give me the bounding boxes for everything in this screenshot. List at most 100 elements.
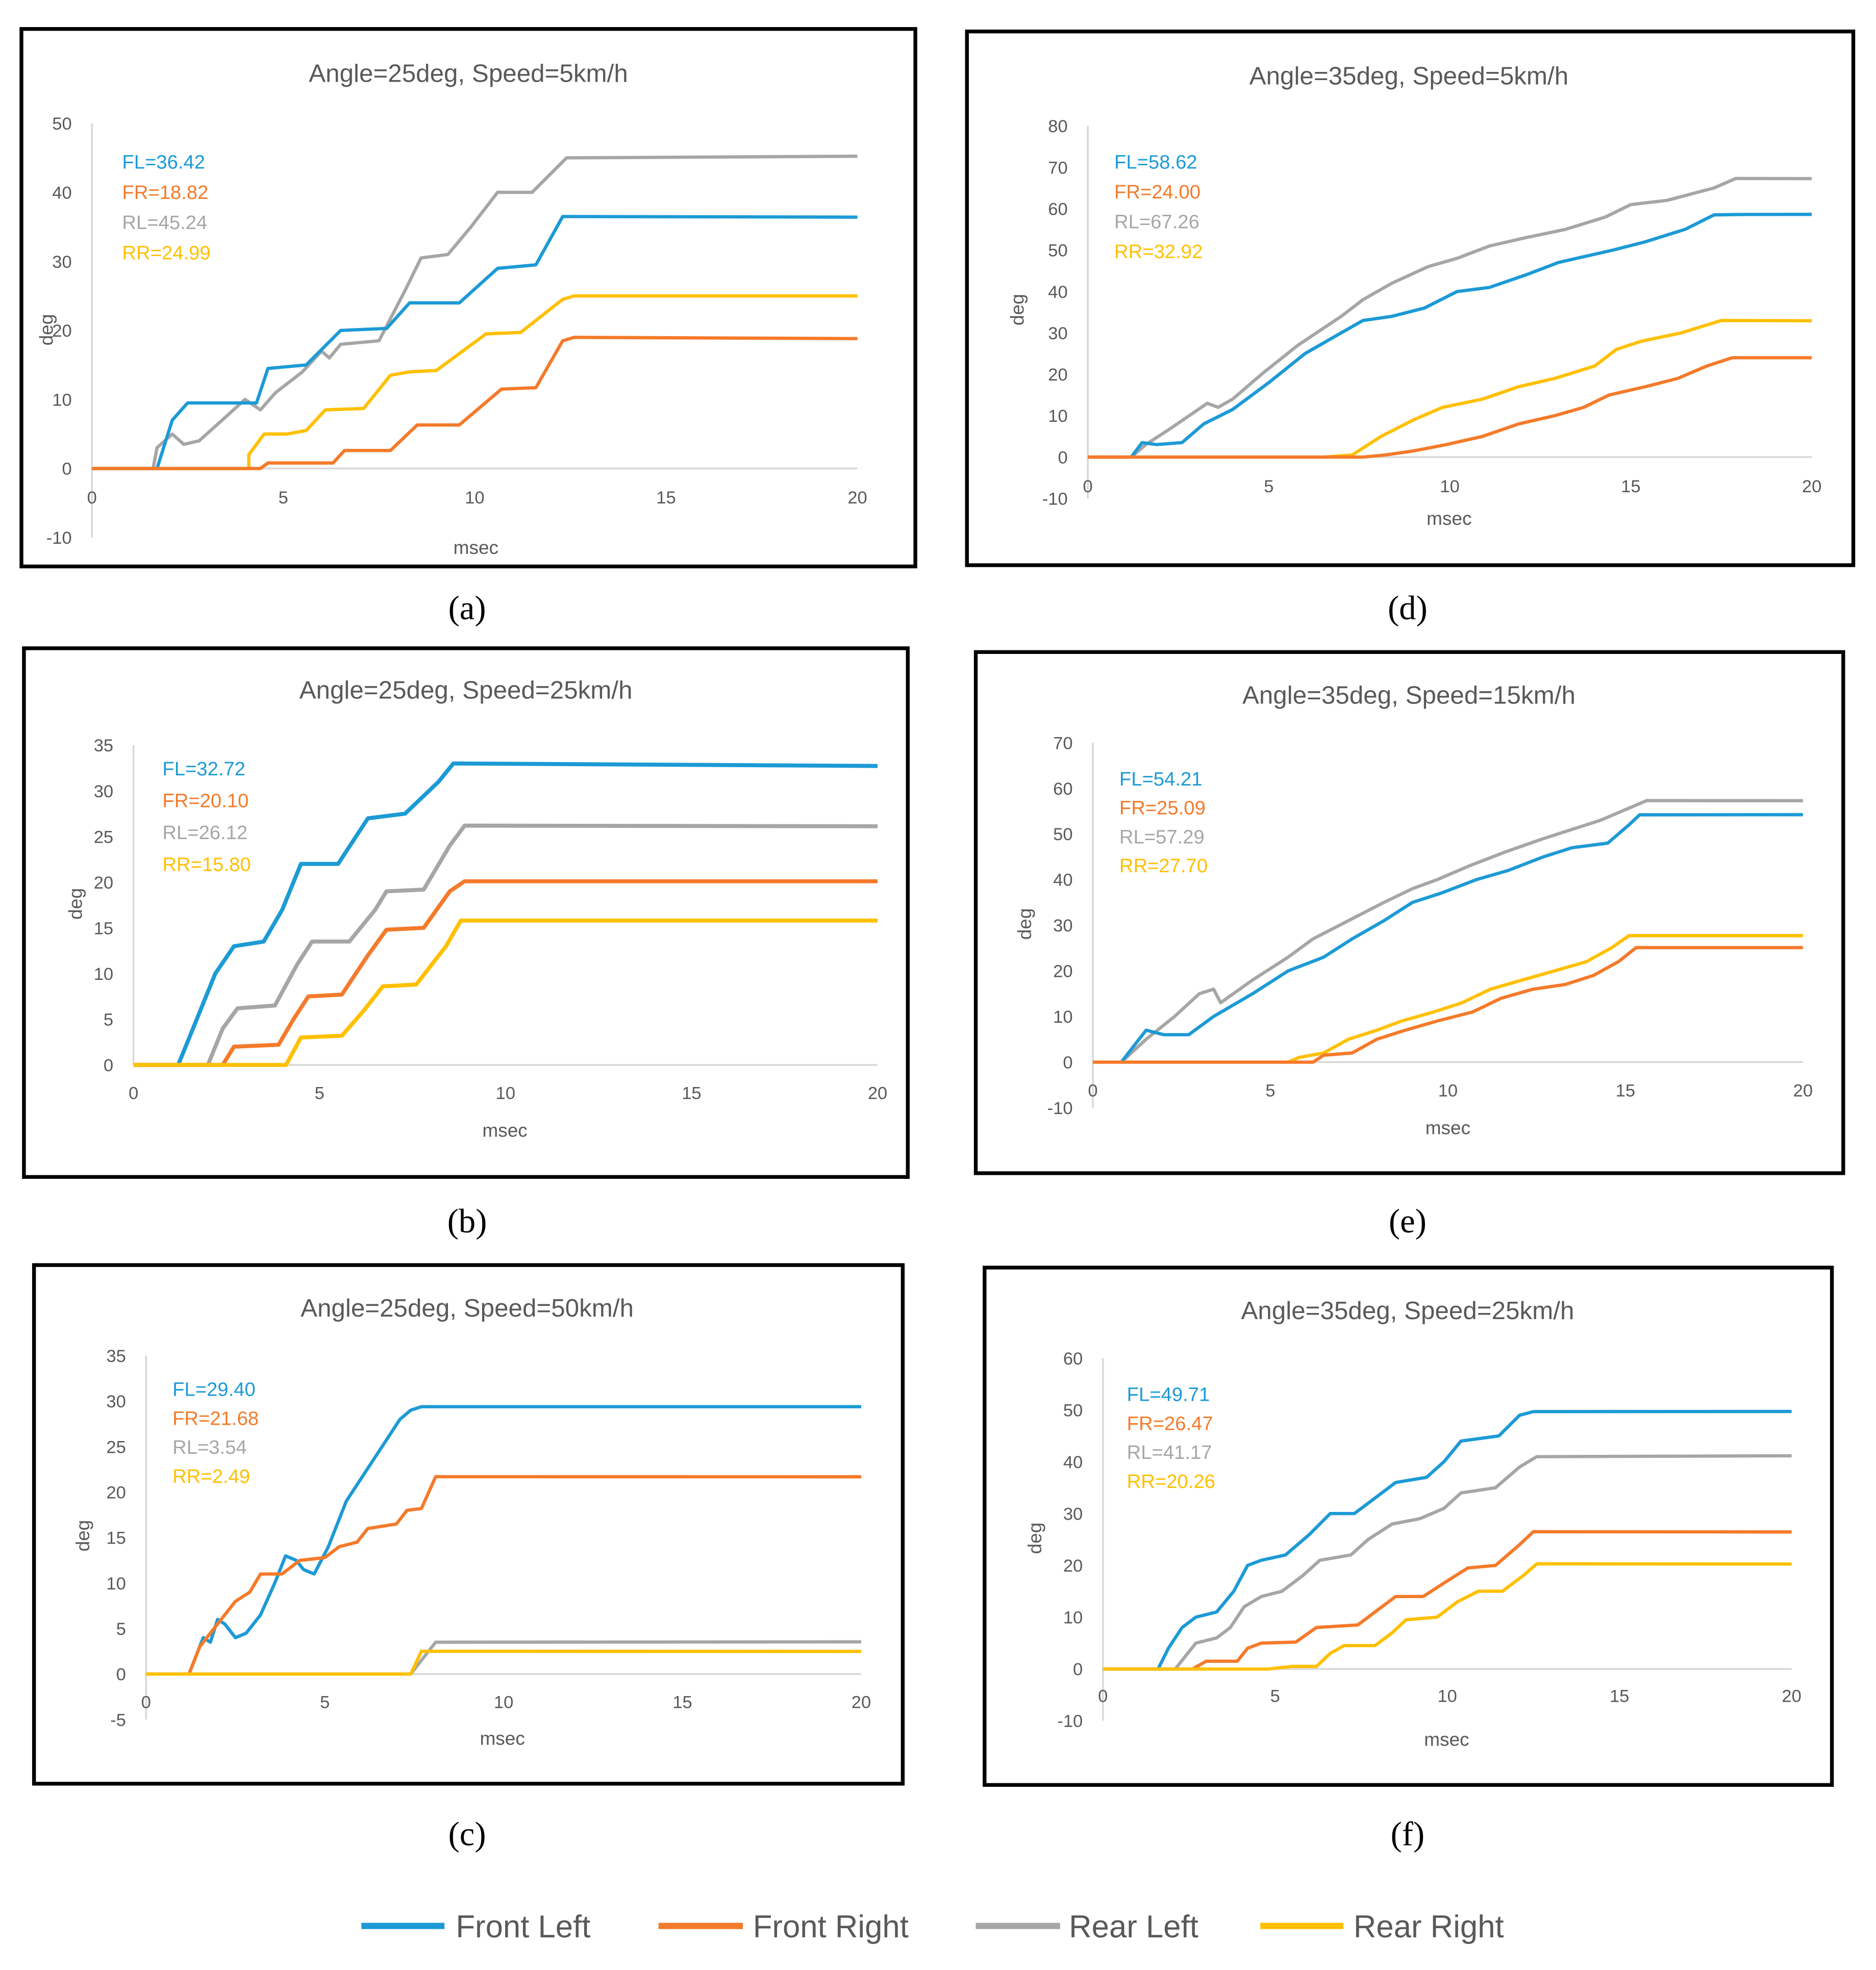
panel-frame [22, 646, 910, 1179]
y-tick-label: 25 [106, 1437, 126, 1457]
value-annotation-RL: RL=26.12 [162, 822, 247, 844]
legend-label: Rear Right [1354, 1909, 1504, 1944]
x-tick-label: 10 [1437, 1686, 1457, 1706]
y-tick-label: 40 [1053, 871, 1072, 890]
y-tick-label: 35 [94, 736, 113, 755]
y-axis-label: deg [72, 1520, 93, 1552]
x-tick-label: 0 [1083, 477, 1093, 496]
legend-label: Front Right [753, 1909, 909, 1944]
series-line-FL [133, 761, 878, 1067]
chart-title: Angle=25deg, Speed=50km/h [301, 1294, 634, 1322]
y-tick-label: 40 [52, 183, 71, 203]
x-tick-label: 5 [1264, 477, 1273, 496]
y-tick-label: 80 [1048, 117, 1067, 136]
panel-frame [965, 29, 1856, 567]
x-tick-label: 0 [141, 1693, 151, 1712]
chart-title: Angle=25deg, Speed=25km/h [299, 676, 633, 704]
value-annotation-FL: FL=54.21 [1119, 768, 1203, 790]
x-tick-label: 15 [1610, 1686, 1629, 1706]
x-tick-label: 0 [1098, 1686, 1108, 1706]
x-tick-label: 20 [847, 488, 867, 508]
x-tick-label: 20 [852, 1693, 871, 1712]
x-tick-label: 5 [320, 1693, 330, 1712]
y-tick-label: 40 [1063, 1453, 1083, 1472]
y-tick-label: 0 [1063, 1053, 1072, 1072]
y-axis-label: deg [1006, 294, 1028, 325]
x-axis-label: msec [1425, 1117, 1470, 1138]
x-axis-label: msec [480, 1727, 524, 1749]
y-tick-label: 0 [62, 460, 71, 479]
y-tick-label: 30 [1063, 1505, 1083, 1524]
chart-panel-c: Angle=25deg, Speed=50km/h -5 0 5 10 15 20 25 30 3… [32, 1263, 905, 1853]
x-tick-label: 5 [315, 1083, 324, 1103]
value-annotation-RL: RL=41.17 [1127, 1442, 1212, 1463]
value-annotation-RL: RL=57.29 [1119, 826, 1205, 848]
series-line-FL [1103, 1409, 1792, 1671]
chart-title: Angle=35deg, Speed=25km/h [1241, 1297, 1574, 1325]
y-tick-label: 70 [1048, 158, 1067, 178]
series-line-FL [1093, 813, 1803, 1064]
chart-title: Angle=35deg, Speed=15km/h [1242, 681, 1575, 709]
x-tick-label: 20 [1793, 1081, 1813, 1100]
legend-item-FL: Front Left [361, 1909, 590, 1944]
y-tick-label: 20 [106, 1483, 126, 1503]
y-tick-label: -10 [1057, 1712, 1083, 1731]
panel-frame [19, 27, 917, 569]
y-tick-label: 0 [116, 1665, 126, 1684]
panel-caption: (e) [1389, 1203, 1427, 1240]
y-tick-label: 15 [94, 919, 113, 938]
series-line-FR [133, 879, 878, 1067]
x-tick-label: 0 [87, 488, 97, 508]
y-tick-label: 30 [106, 1392, 126, 1411]
chart-panel-b: Angle=25deg, Speed=25km/h 0 5 10 15 20 25 30 35 0… [22, 646, 910, 1240]
y-tick-label: 20 [94, 873, 113, 893]
y-axis-label: deg [1014, 908, 1035, 940]
y-axis-label: deg [64, 888, 86, 920]
value-annotation-FL: FL=49.71 [1127, 1384, 1210, 1406]
series-line-RR [1103, 1562, 1792, 1671]
chart-panel-d: Angle=35deg, Speed=5km/h-100102030405060… [965, 29, 1856, 627]
value-annotation-RL: RL=45.24 [122, 212, 207, 234]
x-tick-label: 10 [465, 488, 484, 508]
x-axis-label: msec [1427, 508, 1471, 529]
panel-caption: (a) [448, 590, 486, 627]
value-annotation-RR: RR=15.80 [162, 853, 251, 875]
y-tick-label: 60 [1048, 199, 1067, 219]
series-line-RL [133, 823, 878, 1067]
value-annotation-RR: RR=2.49 [172, 1466, 250, 1487]
y-axis-label: deg [36, 314, 57, 346]
y-tick-label: -10 [1047, 1099, 1073, 1118]
series-line-RR [1088, 319, 1812, 459]
x-axis-label: msec [454, 537, 498, 558]
series-line-FL [1088, 213, 1812, 459]
chart-panel-e: Angle=35deg, Speed=15km/h-10010203040506… [973, 650, 1845, 1240]
panel-caption: (b) [447, 1203, 487, 1240]
y-tick-label: 0 [104, 1056, 113, 1075]
legend: Front Left Front Right Rear Left Rear Right [361, 1909, 1504, 1944]
y-tick-label: 50 [52, 114, 71, 134]
value-annotation-RR: RR=27.70 [1119, 855, 1208, 877]
x-tick-label: 0 [129, 1083, 138, 1103]
y-tick-label: 5 [116, 1620, 126, 1639]
panel-frame [32, 1263, 905, 1786]
value-annotation-FR: FR=21.68 [172, 1407, 259, 1429]
series-line-RL [1093, 799, 1803, 1064]
y-tick-label: 20 [52, 321, 71, 341]
value-annotation-FL: FL=32.72 [162, 758, 245, 780]
y-axis-label: deg [1024, 1523, 1045, 1554]
x-tick-label: 20 [868, 1083, 887, 1103]
series-line-RL [1103, 1454, 1792, 1671]
y-tick-label: 5 [104, 1010, 113, 1029]
legend-item-FR: Front Right [658, 1909, 909, 1944]
chart-panel-a: Angle=25deg, Speed=5km/h -10 0 10 20 30 40 50 0 5… [19, 27, 917, 627]
x-tick-label: 0 [1088, 1081, 1097, 1100]
chart-title: Angle=35deg, Speed=5km/h [1249, 62, 1569, 90]
x-tick-label: 10 [1438, 1081, 1458, 1100]
y-tick-label: 60 [1063, 1349, 1083, 1369]
y-tick-label: 10 [94, 965, 113, 984]
y-tick-label: 10 [52, 390, 71, 410]
y-tick-label: 50 [1048, 241, 1067, 261]
panel-frame [983, 1266, 1834, 1787]
chart-title: Angle=25deg, Speed=5km/h [309, 59, 628, 87]
